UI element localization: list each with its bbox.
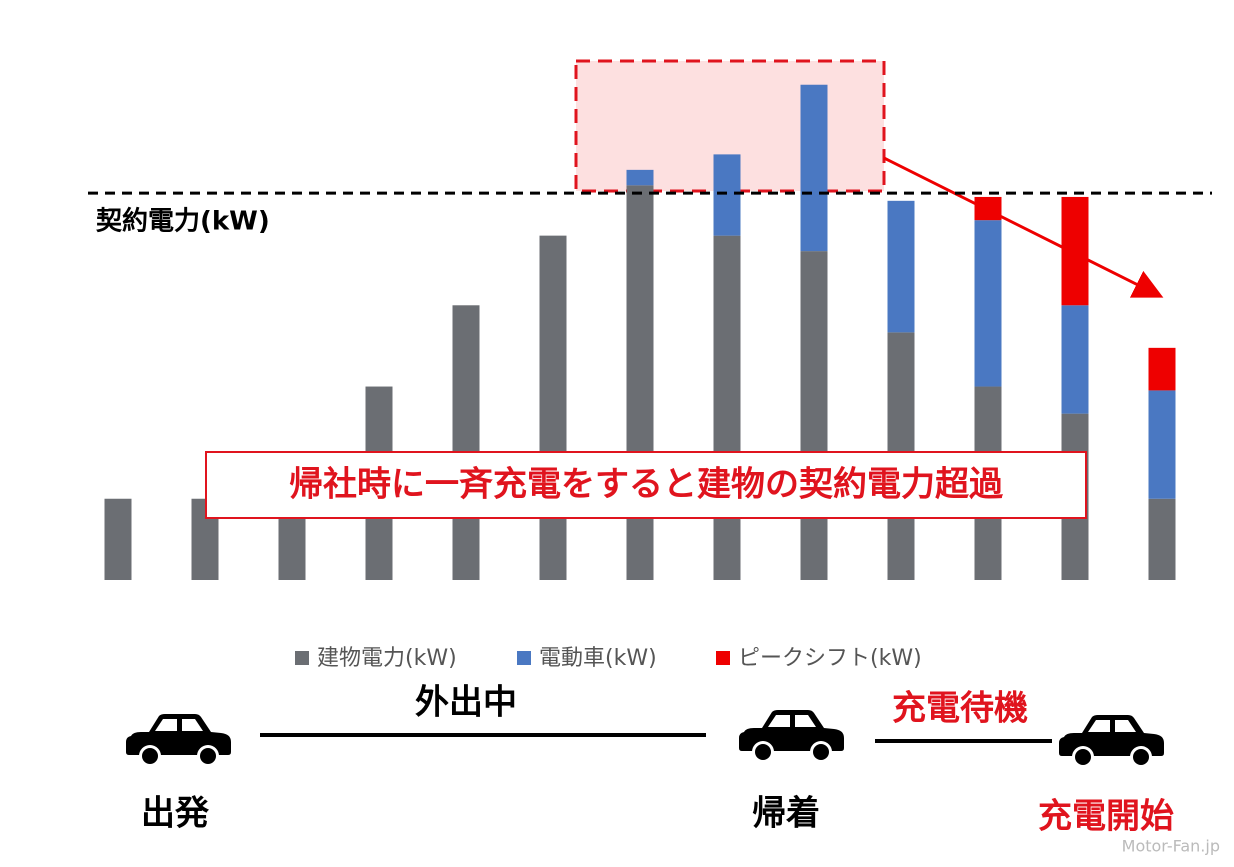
- event-label: 出発: [141, 794, 210, 834]
- event-label: 充電開始: [1038, 797, 1174, 837]
- bar-segment: [800, 251, 828, 580]
- car-icon: [1059, 715, 1164, 768]
- phase-label: 外出中: [415, 683, 517, 723]
- contract-label: 契約電力(kW): [95, 206, 270, 237]
- legend-swatch: [295, 651, 309, 665]
- watermark: Motor-Fan.jp: [1122, 837, 1220, 856]
- bar-segment: [1148, 347, 1176, 391]
- annotation-box: [205, 451, 1087, 519]
- event-label: 帰着: [752, 794, 820, 834]
- legend-swatch: [517, 651, 531, 665]
- legend-label: ピークシフト(kW): [738, 646, 922, 671]
- legend-label: 電動車(kW): [539, 646, 657, 671]
- bar-segment: [1061, 196, 1089, 306]
- legend: 建物電力(kW) 電動車(kW) ピークシフト(kW): [295, 646, 922, 671]
- bar-segment: [539, 235, 567, 580]
- car-icon: [739, 710, 844, 763]
- bar-segment: [713, 154, 741, 236]
- bar-segment: [974, 220, 1002, 387]
- phase-label: 充電待機: [892, 689, 1028, 729]
- car-icon: [126, 714, 231, 767]
- bar-segment: [887, 200, 915, 333]
- bar-segment: [713, 235, 741, 580]
- bar-segment: [1061, 305, 1089, 414]
- bar-segment: [1148, 498, 1176, 580]
- bar-segment: [104, 498, 132, 580]
- bar-segment: [1148, 390, 1176, 499]
- annotation: 帰社時に一斉充電をすると建物の契約電力超過: [289, 465, 1004, 505]
- legend-swatch: [716, 651, 730, 665]
- legend-label: 建物電力(kW): [317, 646, 457, 671]
- bar-segment: [800, 84, 828, 252]
- arrow: [883, 156, 1164, 298]
- bar-segment: [626, 169, 654, 186]
- bar-segment: [626, 185, 654, 581]
- bar-segment: [452, 305, 480, 580]
